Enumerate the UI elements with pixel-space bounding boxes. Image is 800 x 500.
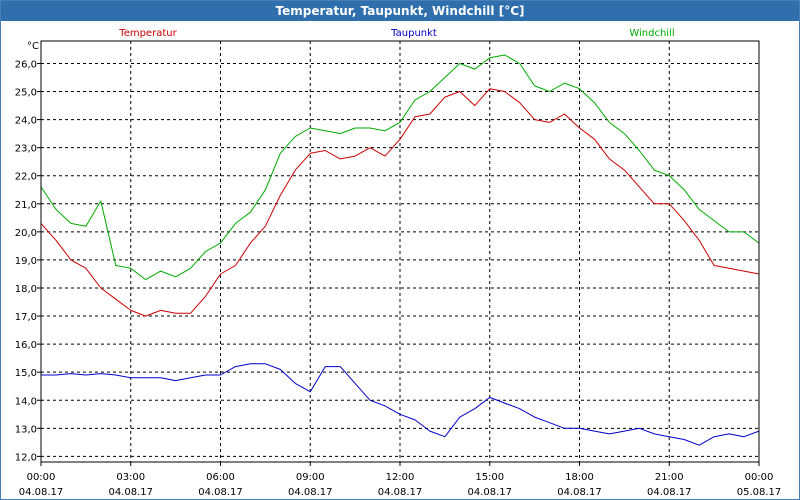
y-tick-label: 26,0 [15,59,37,70]
series-lines [40,54,760,446]
y-axis-ticks: 12,0 13,0 14,0 15,0 16,0 17,0 18,0 19,0 20,0 21,0… [15,59,41,463]
chart-title: Temperatur, Taupunkt, Windchill [°C] [1,1,799,21]
x-tick-time-label: 00:00 [27,472,56,483]
x-tick-date-label: 04.08.17 [647,487,692,498]
y-tick-label: 18,0 [15,284,37,295]
y-tick-label: 14,0 [15,396,37,407]
y-tick-label: 23,0 [15,144,37,155]
x-tick-time-label: 18:00 [565,472,594,483]
series-line-taupunkt [41,363,760,446]
x-tick-date-label: 04.08.17 [557,487,602,498]
line-chart: 12,0 13,0 14,0 15,0 16,0 17,0 18,0 19,0 20,0 21,0… [15,28,782,498]
series-line-windchill [40,54,760,281]
y-tick-label: 22,0 [15,172,37,183]
y-tick-label: 13,0 [15,424,37,435]
series-line-temperatur [40,88,760,317]
y-tick-label: 24,0 [15,116,37,127]
plot-border [40,40,760,463]
y-tick-label: 15,0 [15,368,37,379]
y-tick-label: 16,0 [15,340,37,351]
x-tick-time-label: 00:00 [745,472,774,483]
x-tick-date-label: 04.08.17 [198,487,243,498]
legend-entry-temperatur: Temperatur [118,28,177,39]
y-tick-label: 19,0 [15,256,37,267]
x-tick-time-label: 03:00 [116,472,145,483]
y-axis-unit-label: °C [27,41,39,52]
x-tick-date-label: 05.08.17 [737,487,782,498]
legend: Temperatur Taupunkt Windchill [118,28,674,39]
y-tick-label: 17,0 [15,312,37,323]
x-tick-date-label: 04.08.17 [288,487,333,498]
y-tick-label: 21,0 [15,200,37,211]
y-tick-label: 20,0 [15,228,37,239]
x-axis-ticks: 00:00 04.08.17 03:00 04.08.17 06:00 04.08.17 0… [19,462,782,498]
x-tick-time-label: 15:00 [475,472,504,483]
x-tick-time-label: 21:00 [655,472,684,483]
x-tick-time-label: 09:00 [296,472,325,483]
x-tick-date-label: 04.08.17 [378,487,423,498]
x-tick-time-label: 06:00 [206,472,235,483]
legend-entry-taupunkt: Taupunkt [390,28,437,39]
y-tick-label: 25,0 [15,88,37,99]
y-tick-label: 12,0 [15,452,37,463]
x-tick-date-label: 04.08.17 [467,487,512,498]
legend-entry-windchill: Windchill [629,28,674,39]
x-tick-date-label: 04.08.17 [108,487,153,498]
grid [41,41,759,462]
x-tick-time-label: 12:00 [386,472,415,483]
x-tick-date-label: 04.08.17 [19,487,64,498]
